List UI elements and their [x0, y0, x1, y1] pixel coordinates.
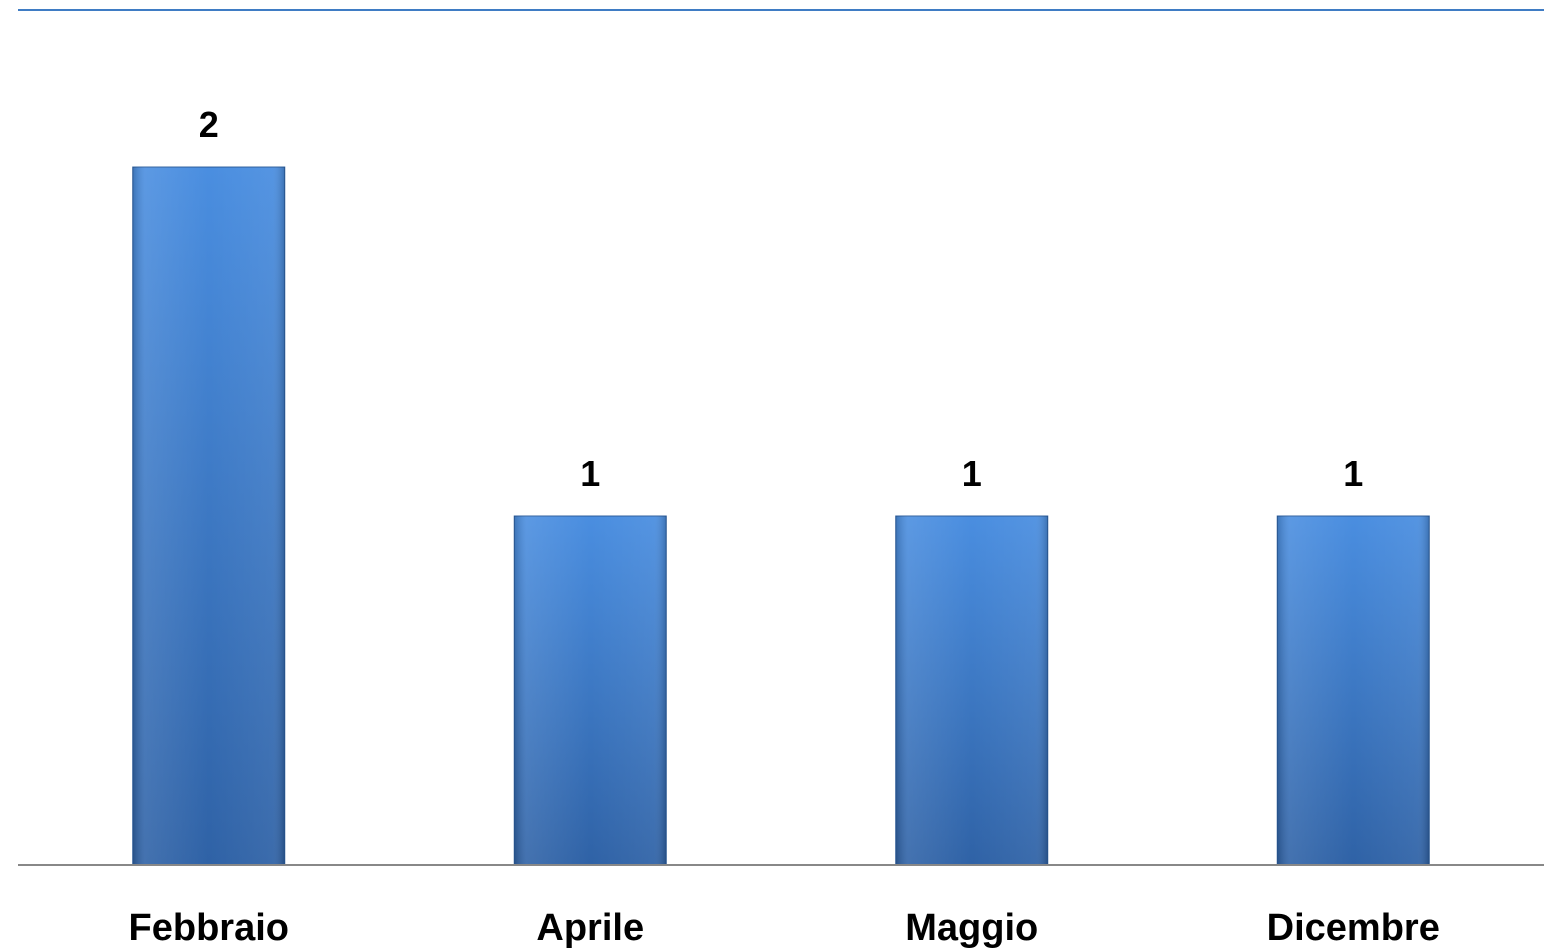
- x-tick-label-aprile: Aprile: [536, 907, 644, 948]
- bar-shading-maggio: [895, 516, 1048, 865]
- data-label-maggio: 1: [962, 453, 982, 494]
- bar-shading-aprile: [514, 516, 667, 865]
- bar-shading-febbraio: [132, 167, 285, 865]
- data-label-aprile: 1: [580, 453, 600, 494]
- data-label-dicembre: 1: [1343, 453, 1363, 494]
- x-tick-label-group: Febbraio Aprile Maggio Dicembre: [129, 907, 1440, 948]
- bar-shading-dicembre: [1277, 516, 1430, 865]
- x-tick-label-maggio: Maggio: [905, 907, 1038, 948]
- data-label-febbraio: 2: [199, 104, 219, 145]
- bar-group: [132, 166, 1430, 866]
- x-tick-label-dicembre: Dicembre: [1267, 907, 1440, 948]
- data-label-group: 2 1 1 1: [199, 104, 1364, 494]
- x-tick-label-febbraio: Febbraio: [129, 907, 289, 948]
